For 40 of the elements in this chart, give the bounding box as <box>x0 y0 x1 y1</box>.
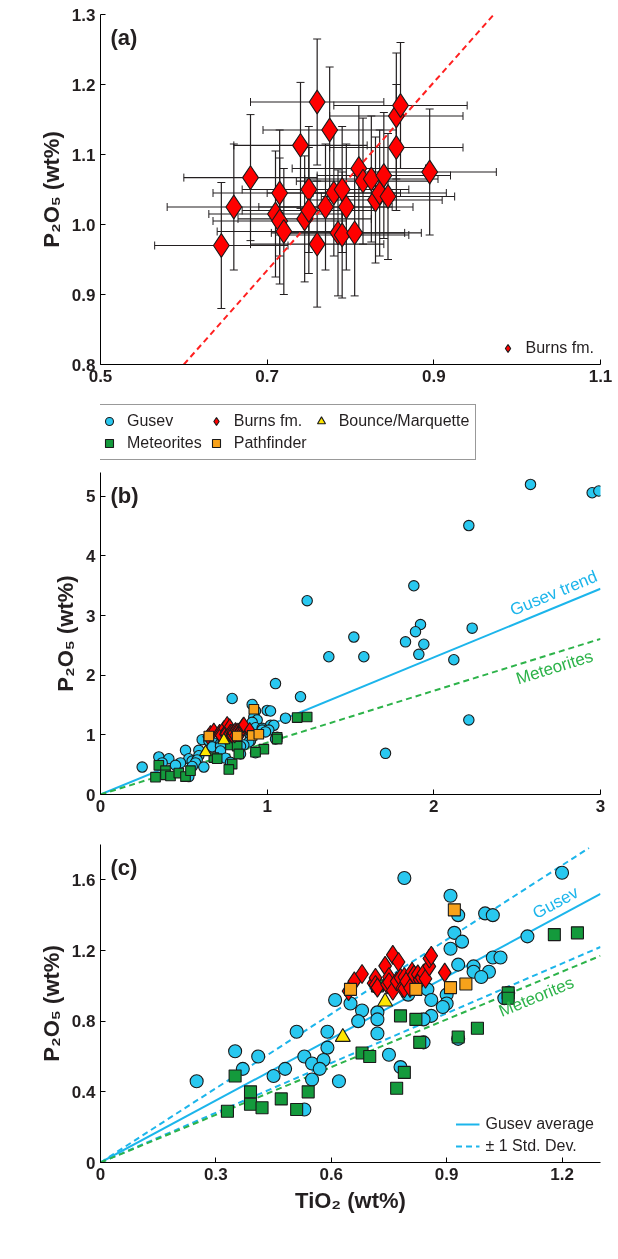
x-tick-label: 1.1 <box>588 366 613 386</box>
y-tick-label: 4 <box>86 546 97 566</box>
y-tick-label: 1.3 <box>71 5 96 25</box>
y-tick-label: 1.6 <box>71 870 96 890</box>
y-axis-title: P₂O₅ (wt%) <box>38 131 64 248</box>
y-tick-label: 1.1 <box>71 145 96 165</box>
x-tick-label: 0.6 <box>319 1164 344 1184</box>
annotation: (b) <box>110 482 139 508</box>
y-tick-label: 0.4 <box>71 1082 97 1102</box>
y-tick-label: 1.2 <box>71 75 96 95</box>
legend-label: Pathfinder <box>233 434 307 452</box>
y-tick-label: 1.0 <box>71 215 96 235</box>
y-axis-title: P₂O₅ (wt%) <box>53 575 79 692</box>
y-tick-label: 1.2 <box>71 941 96 961</box>
y-tick-label: 0.8 <box>71 1012 96 1032</box>
x-axis-title: TiO₂ (wt%) <box>295 1187 406 1213</box>
x-tick-label: 3 <box>595 796 606 816</box>
x-tick-label: 0.7 <box>255 366 279 386</box>
x-tick-label: 1 <box>262 796 272 816</box>
annotation: (a) <box>110 24 138 50</box>
x-tick-label: 0.9 <box>434 1164 459 1184</box>
y-tick-label: 3 <box>86 606 96 626</box>
legend-label: Burns fm. <box>233 412 303 430</box>
x-tick-label: 1.2 <box>550 1164 574 1184</box>
legend-label: Gusev average <box>485 1115 594 1133</box>
x-tick-label: 0.3 <box>204 1164 228 1184</box>
y-tick-label: 0.9 <box>71 285 96 305</box>
y-axis-title: P₂O₅ (wt%) <box>38 945 64 1062</box>
x-tick-label: 0.9 <box>422 366 446 386</box>
legend-label: Meteorites <box>127 434 202 452</box>
annotation: (c) <box>110 854 138 880</box>
legend-label: ± 1 Std. Dev. <box>485 1137 577 1155</box>
x-tick-label: 2 <box>429 796 439 816</box>
legend-label: Gusev <box>127 412 174 430</box>
legend-label: Burns fm. <box>525 339 594 357</box>
y-tick-label: 5 <box>86 487 96 507</box>
annotation: Gusev trend <box>507 566 601 620</box>
y-tick-label: 2 <box>86 666 96 686</box>
legend-label: Bounce/Marquette <box>338 412 470 430</box>
y-tick-label: 1 <box>86 725 96 745</box>
